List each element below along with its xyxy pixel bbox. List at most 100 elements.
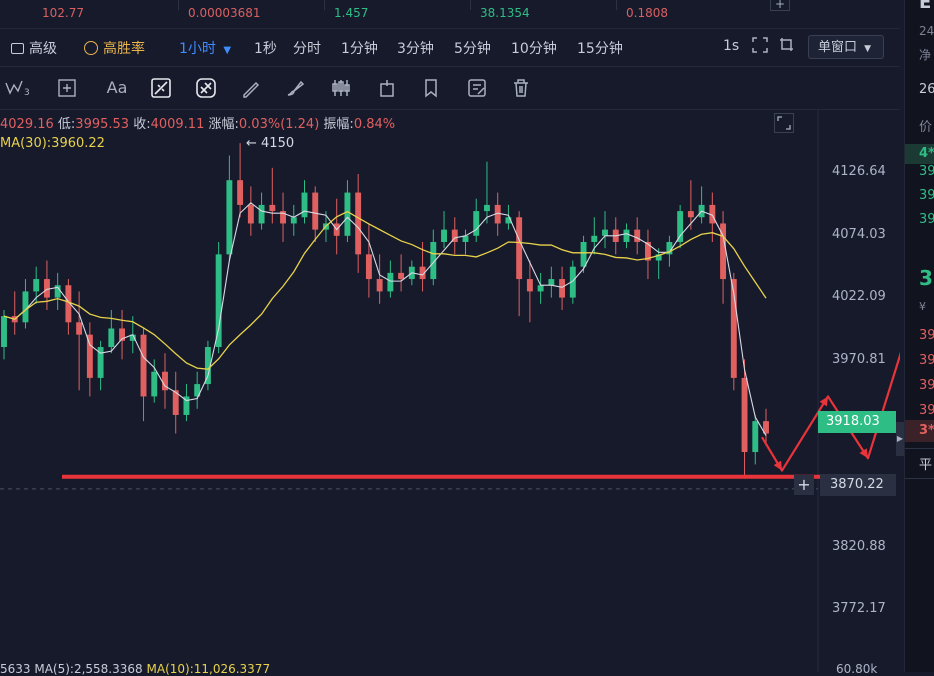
- y-tick-label: 4022.09: [832, 289, 886, 304]
- volume-ma-legend: 5633 MA(5):2,558.3368 MA(10):11,026.3377: [0, 662, 270, 676]
- candle-body: [97, 347, 104, 378]
- caret-down-icon: ▼: [223, 45, 232, 56]
- copy-tool-icon[interactable]: [421, 77, 443, 99]
- candle-body: [162, 371, 168, 391]
- candle-body: [494, 204, 501, 224]
- tab-label: 高级: [29, 41, 57, 57]
- add-icon[interactable]: +: [770, 0, 790, 11]
- ma30-legend: MA(30):3960.22: [0, 136, 105, 151]
- ticker-strip: 102.77 0.00003681 1.457 38.1354 0.1808 +: [0, 0, 900, 29]
- candle-body: [86, 334, 93, 378]
- text-tool-icon[interactable]: Aa: [106, 78, 128, 97]
- candle-body: [752, 421, 759, 453]
- candle-body: [183, 396, 190, 415]
- tab-3m[interactable]: 3分钟: [397, 41, 434, 57]
- ruler-tool-icon[interactable]: [150, 77, 172, 99]
- timeframe-toolbar: 高级 高胜率 1小时 ▼ 1秒 分时 1分钟 3分钟 5分钟 10分钟 15分钟…: [0, 28, 900, 67]
- ask-price: 39: [919, 212, 934, 227]
- candle-body: [505, 217, 512, 224]
- magnet-tool-icon[interactable]: [195, 77, 217, 99]
- ticker-value: 102.77: [42, 6, 84, 20]
- candle-body: [247, 204, 254, 224]
- candle-body: [1, 316, 7, 348]
- tab-1s[interactable]: 1秒: [254, 41, 277, 57]
- close-label: 收:: [133, 117, 151, 132]
- candle-body: [730, 279, 737, 378]
- ticker-value: 0.00003681: [188, 6, 261, 20]
- candle-body: [763, 421, 769, 434]
- close-value: 4009.11: [150, 117, 205, 132]
- candle-body: [237, 180, 244, 205]
- screenshot-icon[interactable]: [779, 37, 795, 57]
- candle-body: [129, 334, 136, 341]
- fullscreen-icon[interactable]: [752, 37, 768, 57]
- candle-body: [720, 223, 727, 280]
- candlestick-chart[interactable]: [0, 110, 900, 672]
- candle-body: [33, 279, 40, 292]
- candle-body: [376, 279, 383, 292]
- panel-text: 24: [919, 24, 934, 38]
- candle-body: [473, 211, 480, 236]
- candle-body: [22, 291, 29, 323]
- expand-chart-icon[interactable]: [774, 113, 794, 133]
- candle-body: [280, 211, 286, 224]
- candle-body: [355, 192, 362, 255]
- candle-body: [451, 229, 458, 242]
- candle-body: [623, 229, 630, 242]
- candle-body: [312, 192, 319, 230]
- candle-body: [215, 254, 222, 348]
- candle-body: [269, 204, 276, 212]
- add-alert-icon[interactable]: +: [794, 475, 814, 495]
- tab-timeshare[interactable]: 分时: [293, 41, 321, 57]
- tab-15m[interactable]: 15分钟: [577, 41, 623, 57]
- tab-10m[interactable]: 10分钟: [511, 41, 557, 57]
- tab-5m[interactable]: 5分钟: [454, 41, 491, 57]
- panel-text: 平: [919, 458, 933, 473]
- tab-1h[interactable]: 1小时 ▼: [179, 38, 231, 58]
- collapse-panel-icon[interactable]: ▶: [896, 422, 904, 456]
- tab-1m[interactable]: 1分钟: [341, 41, 378, 57]
- bid-price: 39: [919, 403, 934, 418]
- candle-body: [591, 235, 598, 242]
- frame-tool-icon[interactable]: [56, 77, 78, 99]
- candles-tool-icon[interactable]: [330, 77, 352, 99]
- candle-body: [387, 272, 394, 292]
- trash-tool-icon[interactable]: [510, 77, 532, 99]
- edit-tool-icon[interactable]: [466, 77, 488, 99]
- ask-price: 39: [919, 164, 934, 179]
- candle-body: [43, 279, 50, 298]
- candle-body: [655, 254, 662, 261]
- candle-body: [301, 192, 308, 218]
- pencil-tool-icon[interactable]: [240, 77, 262, 99]
- ticker-value: 0.1808: [626, 6, 668, 20]
- candle-body: [677, 211, 684, 242]
- candle-body: [419, 266, 426, 280]
- candle-body: [580, 241, 587, 267]
- interval-1s-label[interactable]: 1s: [723, 38, 740, 54]
- candle-body: [569, 266, 576, 298]
- brush-tool-icon[interactable]: [285, 77, 307, 99]
- current-price-tag: 3918.03: [818, 411, 896, 433]
- candle-body: [559, 279, 566, 298]
- candle-body: [226, 180, 233, 255]
- ohlc-info: 4029.16 低:3995.53 收:4009.11 涨幅:0.03%(1.2…: [0, 113, 395, 132]
- lock-tool-icon[interactable]: [376, 77, 398, 99]
- crosshair-price-tag: 3870.22: [820, 474, 896, 496]
- arrow-head: [773, 460, 782, 471]
- candle-body: [398, 272, 405, 280]
- window-mode-select[interactable]: 单窗口 ▼: [808, 35, 884, 59]
- candle-body: [140, 334, 147, 397]
- last-price: 3: [919, 266, 933, 290]
- ticker-value: 38.1354: [480, 6, 530, 20]
- bid-price: 3*: [919, 423, 934, 438]
- y-tick-label: 3772.17: [832, 601, 886, 616]
- candle-body: [741, 377, 748, 453]
- candle-body: [687, 211, 694, 218]
- ask-price: 39: [919, 188, 934, 203]
- tab-high-win-rate[interactable]: 高胜率: [84, 38, 145, 58]
- symbol-initial: E: [919, 0, 932, 13]
- ask-price: 4*: [919, 146, 934, 161]
- tab-advanced[interactable]: 高级: [11, 38, 57, 58]
- wave-tool-icon[interactable]: 3: [4, 77, 34, 99]
- candle-body: [108, 328, 115, 348]
